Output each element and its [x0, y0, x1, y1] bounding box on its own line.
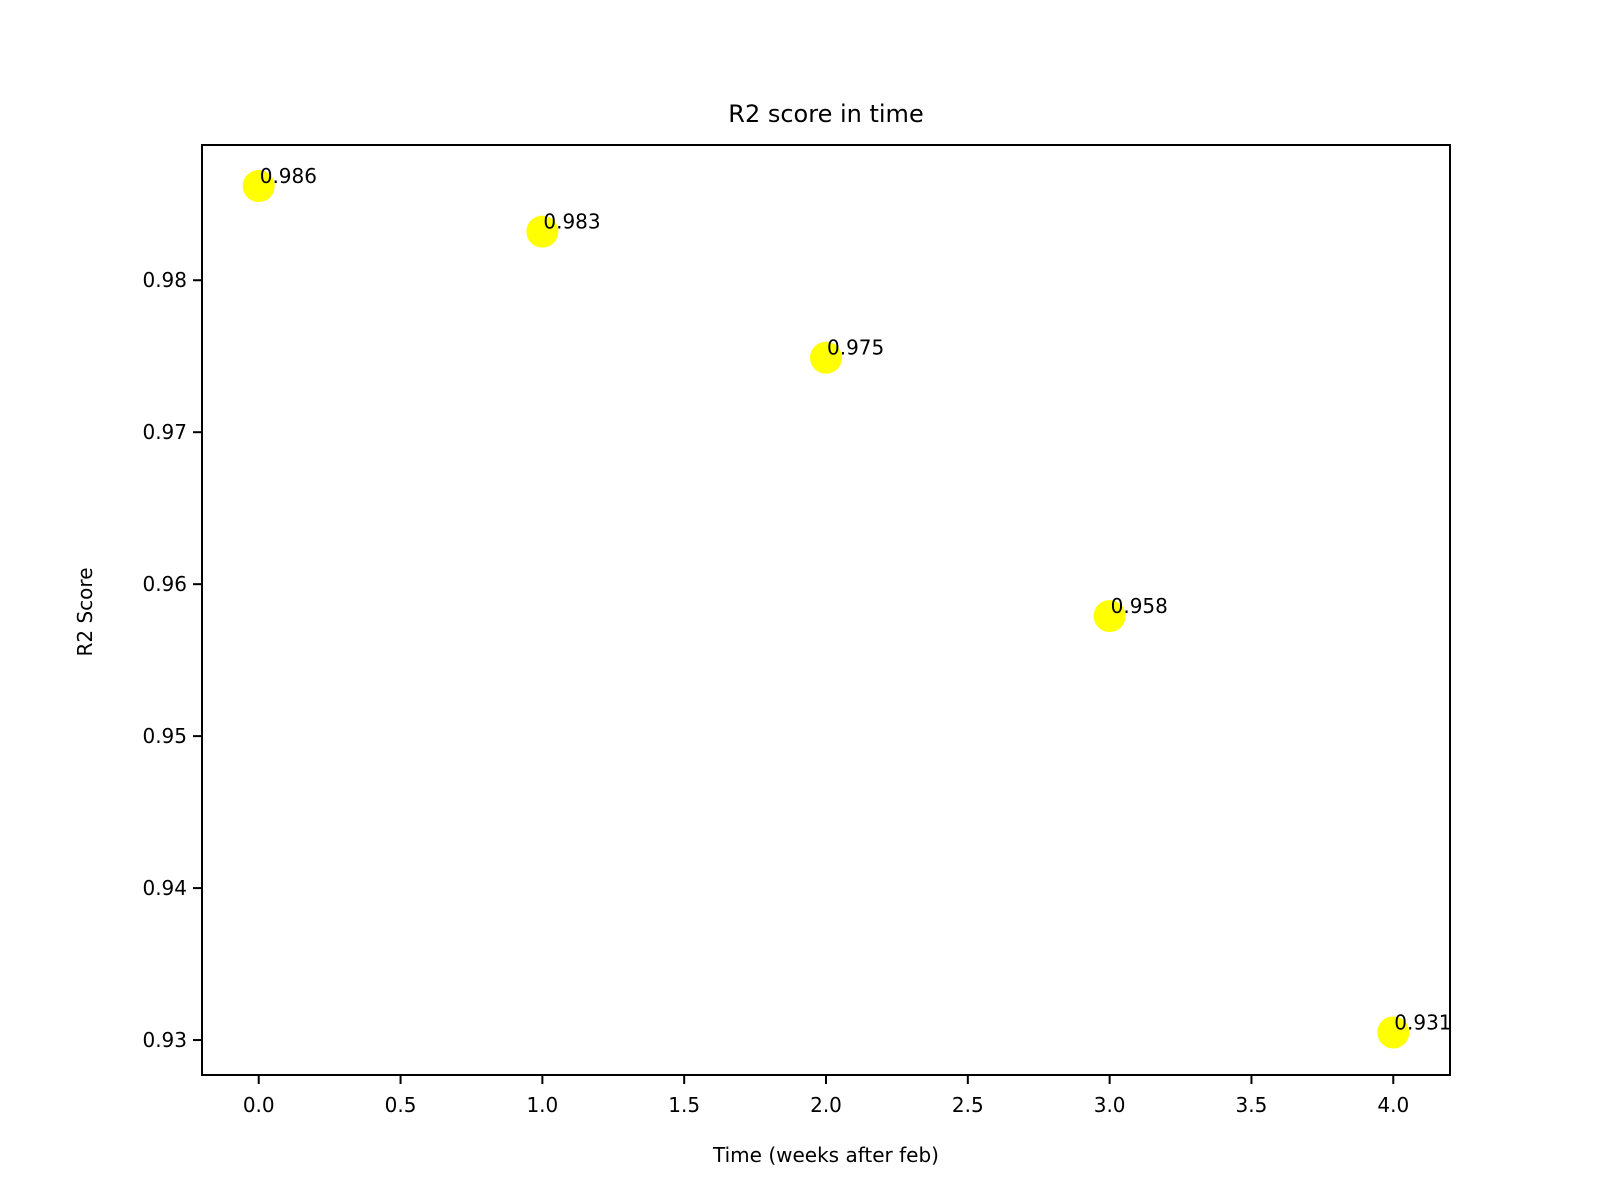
scatter-point: [1377, 1016, 1410, 1049]
scatter-point: [810, 341, 842, 374]
y-tick-label: 0.93: [142, 1028, 187, 1052]
y-tick-label: 0.95: [142, 724, 187, 748]
data-label: 0.931: [1394, 1010, 1451, 1034]
x-tick-label: 2.5: [952, 1093, 984, 1117]
scatter-point: [526, 215, 559, 248]
scatter-point: [1093, 600, 1126, 633]
x-tick-label: 0.5: [385, 1093, 417, 1117]
x-tick-label: 3.5: [1236, 1093, 1268, 1117]
x-tick-label: 2.0: [810, 1093, 842, 1117]
data-label: 0.983: [543, 210, 600, 234]
x-tick-label: 1.5: [668, 1093, 700, 1117]
plot-frame: [201, 144, 1451, 1076]
scatter-points: 0.986 0.983 0.975 0.958 0.931: [242, 164, 1452, 1049]
y-tick-label: 0.98: [142, 268, 187, 292]
y-tick-label: 0.94: [142, 876, 187, 900]
x-tick-label: 1.0: [526, 1093, 558, 1117]
data-label: 0.958: [1111, 594, 1168, 618]
data-label: 0.975: [827, 336, 884, 360]
scatter-point: [242, 170, 275, 203]
chart-title: R2 score in time: [728, 100, 923, 128]
x-tick-label: 3.0: [1094, 1093, 1126, 1117]
x-axis-label: Time (weeks after feb): [712, 1143, 939, 1167]
data-label: 0.986: [260, 164, 317, 188]
y-tick-label: 0.96: [142, 572, 187, 596]
y-axis-label: R2 Score: [73, 568, 97, 657]
x-axis-ticks: 0.0 0.5 1.0 1.5 2.0 2.5 3.0 3.5 4.0: [243, 1075, 1409, 1117]
x-tick-label: 4.0: [1377, 1093, 1409, 1117]
y-axis-ticks: 0.93 0.94 0.95 0.96 0.97 0.98: [142, 268, 202, 1052]
y-tick-label: 0.97: [142, 420, 187, 444]
x-tick-label: 0.0: [243, 1093, 275, 1117]
